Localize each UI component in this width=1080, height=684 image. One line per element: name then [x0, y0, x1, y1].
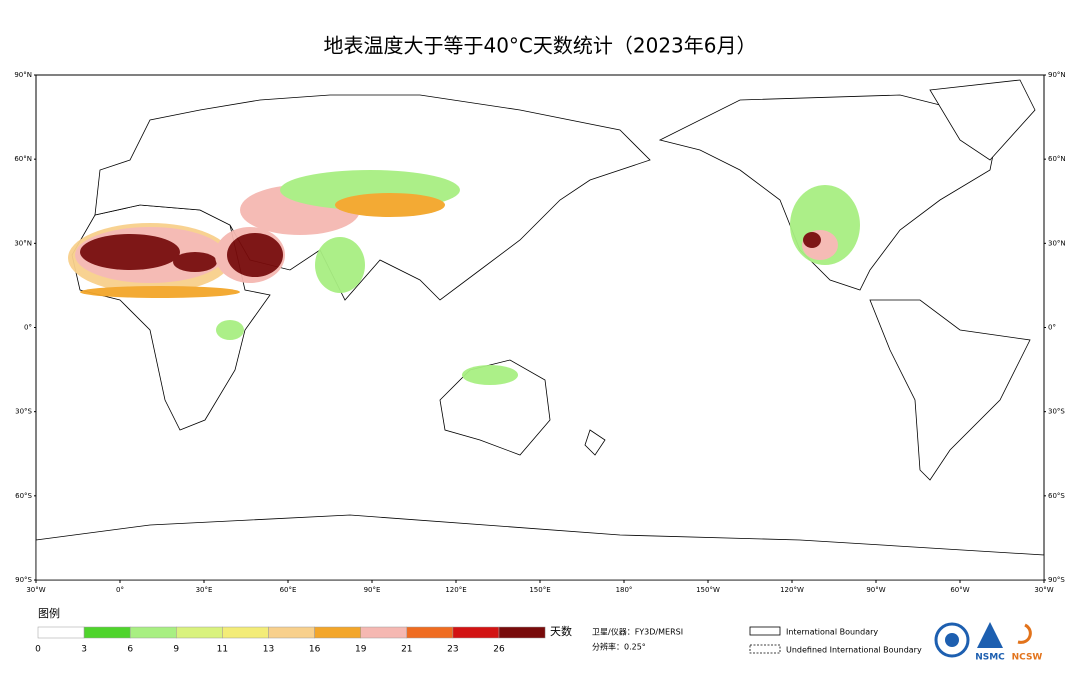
- legend-swatch: [222, 626, 269, 639]
- legend-break-label: 16: [309, 645, 321, 655]
- legend-break-label: 11: [217, 645, 228, 655]
- lat-label: 90°S: [15, 576, 32, 584]
- legend-break-label: 19: [355, 645, 367, 655]
- lon-label: 90°E: [364, 586, 381, 594]
- lat-label: 60°N: [14, 155, 32, 163]
- lat-label: 60°S: [15, 492, 32, 500]
- legend-break-label: 26: [493, 645, 505, 655]
- legend-break-label: 6: [127, 645, 133, 655]
- lat-label: 30°N: [14, 239, 32, 247]
- lat-label: 0°: [1048, 324, 1056, 332]
- satellite-info: 卫星/仪器：FY3D/MERSI: [592, 628, 683, 637]
- legend-swatch: [176, 626, 223, 639]
- legend-swatch: [268, 626, 315, 639]
- heat-areas: [68, 170, 860, 385]
- logo-text: NCSW: [1012, 653, 1043, 663]
- lon-label: 30°W: [1034, 586, 1053, 594]
- legend-title: 图例: [38, 606, 60, 620]
- lat-label: 30°S: [1048, 408, 1065, 416]
- boundary-label: Undefined International Boundary: [786, 646, 922, 655]
- legend-unit: 天数: [550, 625, 572, 638]
- legend-swatch: [406, 626, 454, 639]
- logo-text: NSMC: [975, 653, 1005, 663]
- legend-break-label: 13: [263, 645, 274, 655]
- legend: 图例 天数: [38, 606, 572, 638]
- map-frame: [35, 74, 1045, 581]
- boundary-label: International Boundary: [786, 628, 878, 637]
- legend-swatch: [360, 626, 408, 639]
- legend-swatch: [314, 626, 361, 639]
- lat-label: 90°N: [1048, 71, 1066, 79]
- lat-label: 0°: [24, 324, 32, 332]
- lon-label: 150°W: [696, 586, 720, 594]
- legend-swatch: [498, 626, 546, 639]
- lat-label: 60°S: [1048, 492, 1065, 500]
- legend-swatch: [452, 626, 500, 639]
- lon-label: 60°E: [280, 586, 297, 594]
- map-title: 地表温度大于等于40°C天数统计（2023年6月）: [323, 34, 756, 58]
- lon-label: 120°E: [445, 586, 466, 594]
- lon-label: 90°W: [866, 586, 885, 594]
- boundary-legend: International Boundary Undefined Interna…: [749, 626, 922, 655]
- lon-label: 30°W: [26, 586, 45, 594]
- legend-break-label: 0: [35, 645, 41, 655]
- lat-label: 30°N: [1048, 239, 1066, 247]
- resolution-info: 分辨率：0.25°: [592, 642, 646, 652]
- lat-label: 90°N: [14, 71, 32, 79]
- legend-swatch: [37, 626, 85, 639]
- lon-label: 150°E: [529, 586, 550, 594]
- legend-break-label: 3: [81, 645, 87, 655]
- lat-label: 30°S: [15, 408, 32, 416]
- lat-label: 90°S: [1048, 576, 1065, 584]
- lon-label: 60°W: [950, 586, 969, 594]
- lat-label: 60°N: [1048, 155, 1066, 163]
- lon-label: 180°: [616, 586, 633, 594]
- logos: NSMC NCSW: [934, 622, 1043, 663]
- lon-label: 0°: [116, 586, 124, 594]
- legend-break-label: 23: [447, 645, 458, 655]
- lon-label: 30°E: [196, 586, 213, 594]
- legend-break-label: 21: [401, 645, 412, 655]
- lon-label: 120°W: [780, 586, 804, 594]
- legend-swatch: [83, 626, 131, 639]
- legend-swatch: [129, 626, 177, 639]
- legend-break-label: 9: [173, 645, 179, 655]
